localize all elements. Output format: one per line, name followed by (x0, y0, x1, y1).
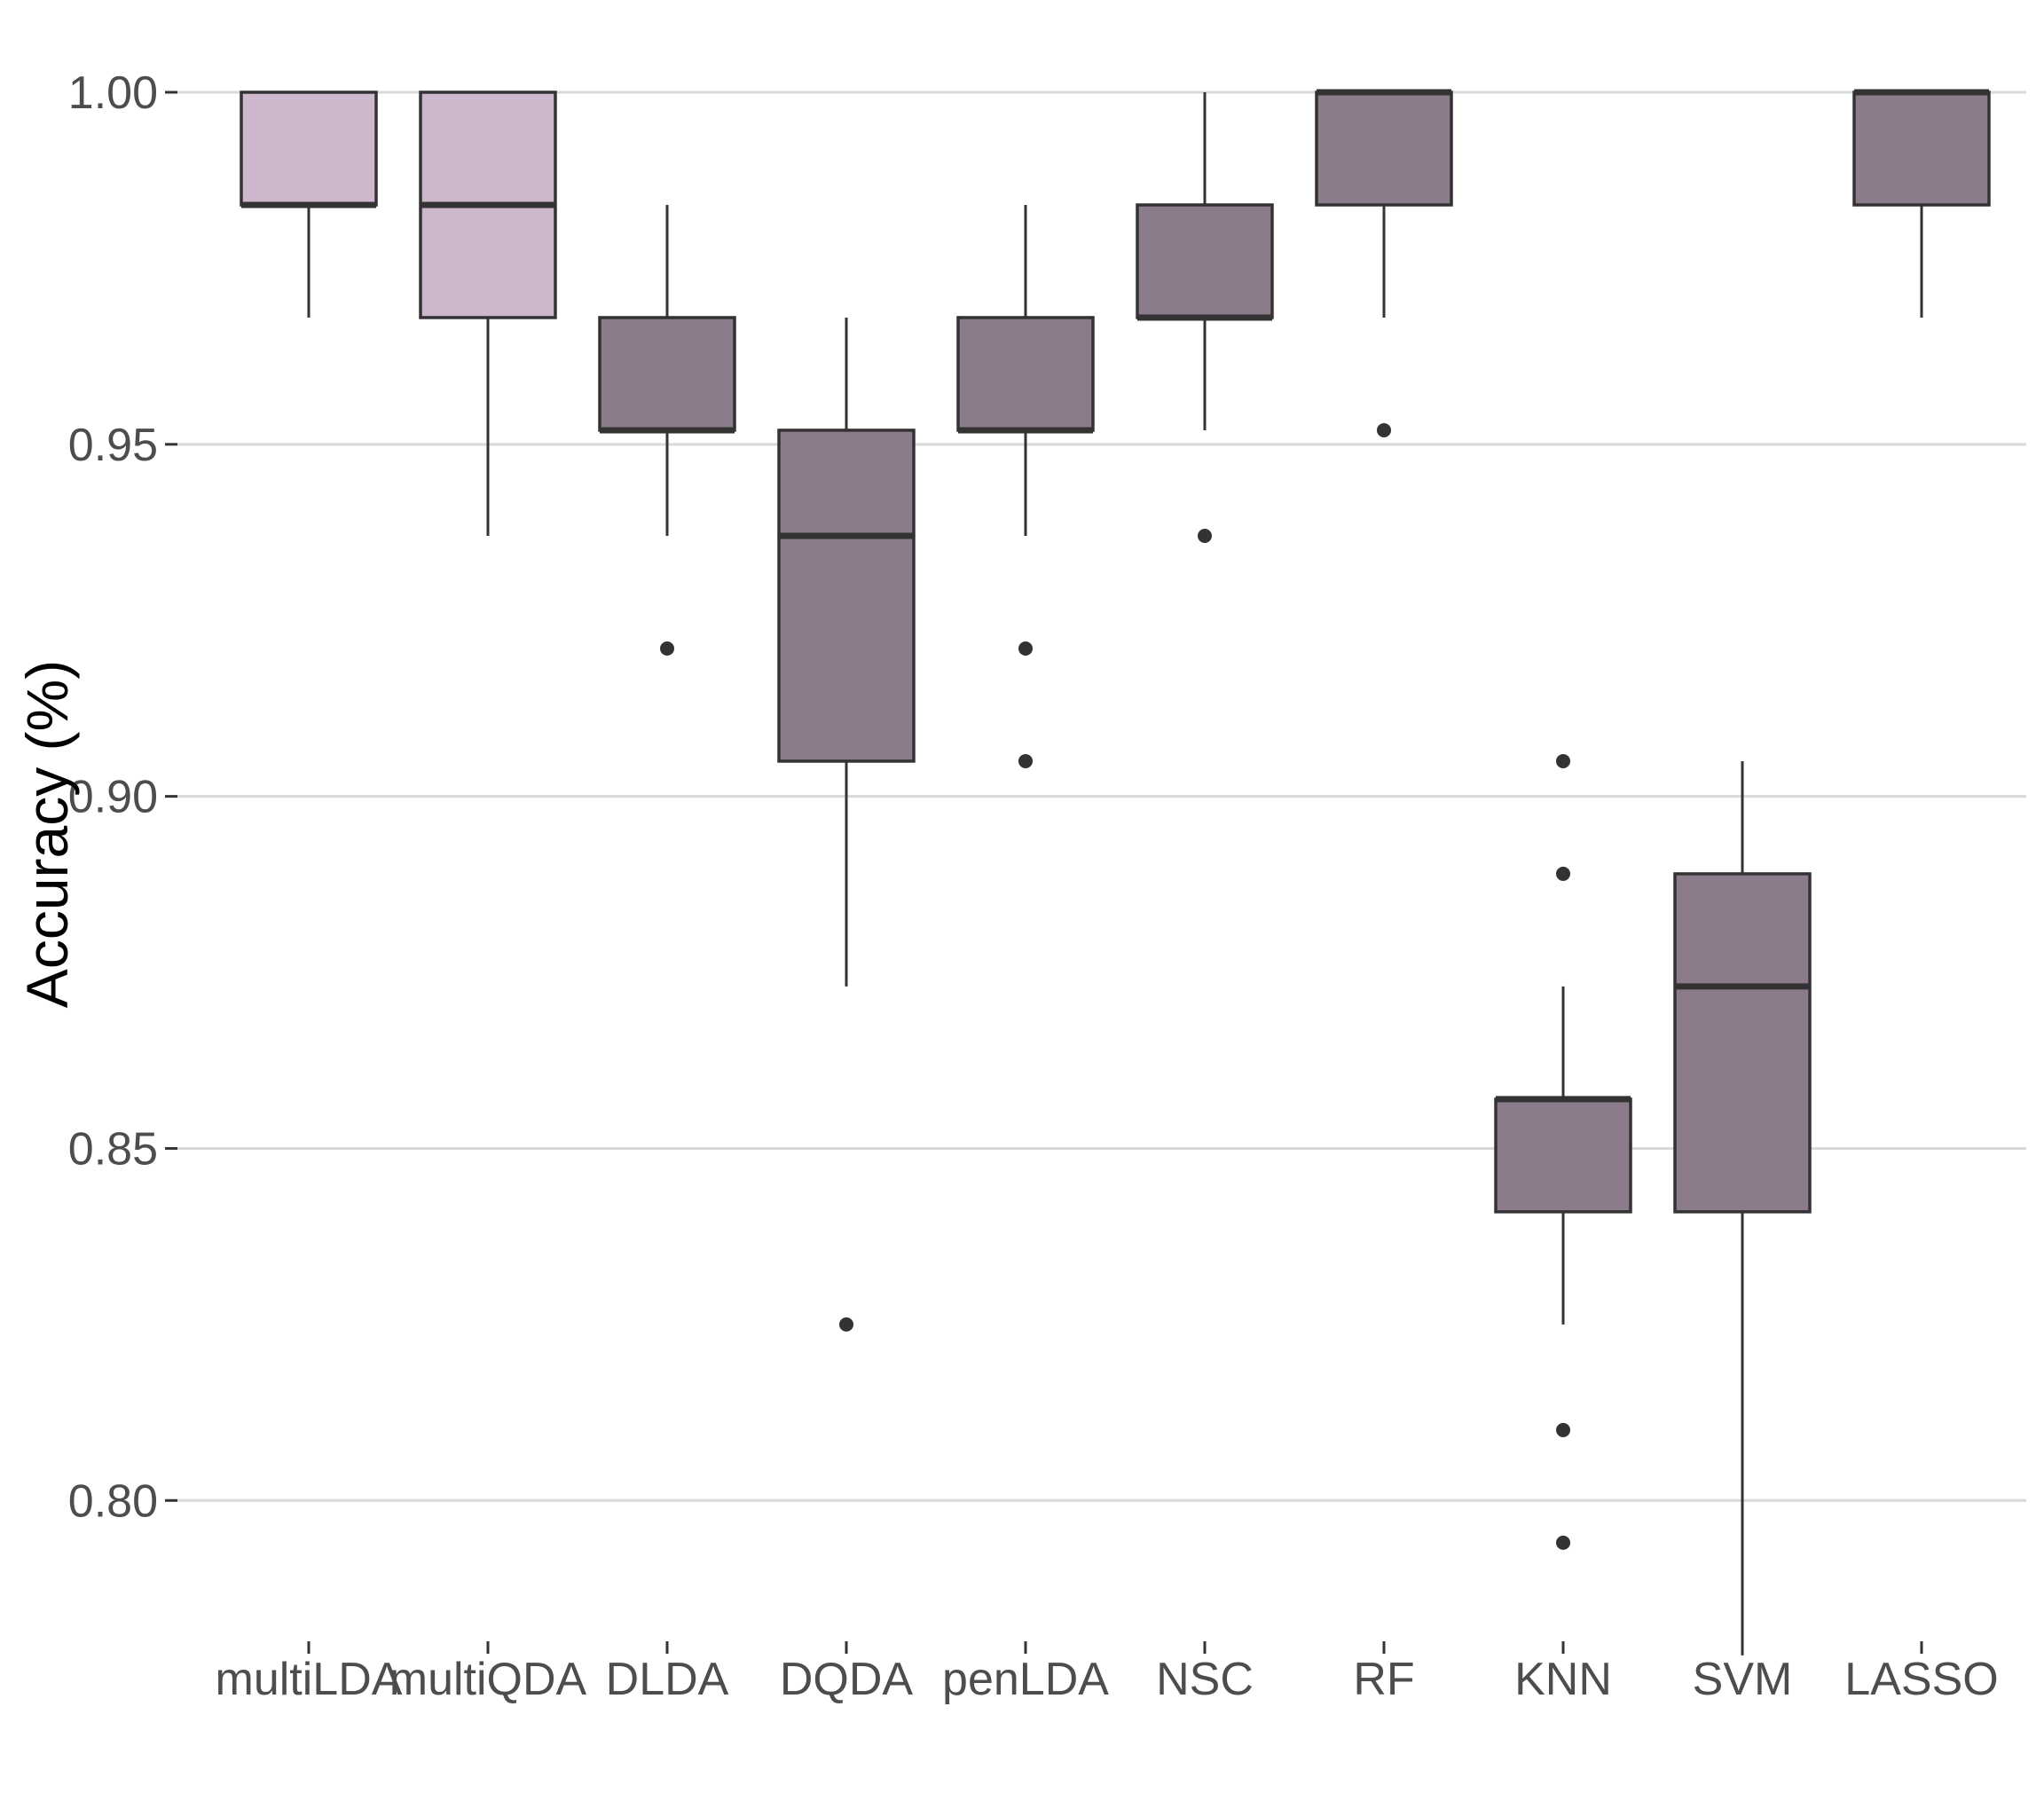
iqr-box (598, 316, 736, 432)
x-tick-label-RF: RF (1353, 1654, 1414, 1705)
x-tick-label-SVM: SVM (1693, 1654, 1793, 1705)
outlier-point (1556, 866, 1570, 881)
y-tick-label: 0.90 (68, 772, 158, 823)
box-SVM (1673, 760, 1812, 1655)
box-penLDA (956, 204, 1095, 768)
box-KNN (1494, 753, 1632, 1550)
outlier-point (1556, 1535, 1570, 1550)
box-DLDA (598, 204, 736, 656)
outlier-point (660, 641, 674, 656)
box-NSC (1136, 92, 1274, 543)
outlier-point (1556, 753, 1570, 768)
outlier-point (1198, 528, 1212, 543)
iqr-box (1852, 90, 1991, 207)
x-tick-label-multiLDA: multiLDA (216, 1654, 403, 1705)
y-axis-title: Accuracy (%) (14, 660, 80, 1008)
y-tick-label: 0.85 (68, 1123, 158, 1175)
x-tick-label-LASSO: LASSO (1844, 1654, 1998, 1705)
outlier-point (1018, 753, 1033, 768)
iqr-box (1136, 203, 1274, 319)
box-multiQDA (419, 90, 557, 536)
iqr-box (1315, 90, 1453, 207)
box-multiLDA (240, 90, 378, 318)
x-tick-label-multiQDA: multiQDA (389, 1654, 587, 1705)
box-LASSO (1852, 89, 1991, 318)
x-tick-label-NSC: NSC (1156, 1654, 1254, 1705)
iqr-box (1673, 872, 1812, 1214)
outlier-point (1377, 422, 1391, 437)
box-layer (240, 89, 1991, 1655)
x-tick-label-KNN: KNN (1514, 1654, 1612, 1705)
x-tick-label-penLDA: penLDA (942, 1654, 1109, 1705)
y-tick-label: 0.80 (68, 1475, 158, 1527)
iqr-box (956, 316, 1095, 432)
outlier-point (1556, 1422, 1570, 1437)
iqr-box (777, 429, 916, 763)
y-tick-label: 1.00 (68, 67, 158, 119)
outlier-point (1018, 641, 1033, 656)
outlier-point (839, 1317, 853, 1332)
x-tick-label-DQDA: DQDA (780, 1654, 914, 1705)
iqr-box (1494, 1097, 1632, 1214)
y-axis-ticks: 0.80 0.85 0.90 0.95 1.00 (68, 67, 177, 1527)
box-RF (1315, 89, 1453, 437)
y-tick-label: 0.95 (68, 420, 158, 471)
box-DQDA (777, 317, 916, 1332)
x-tick-label-DLDA: DLDA (606, 1654, 729, 1705)
iqr-box (240, 90, 378, 207)
